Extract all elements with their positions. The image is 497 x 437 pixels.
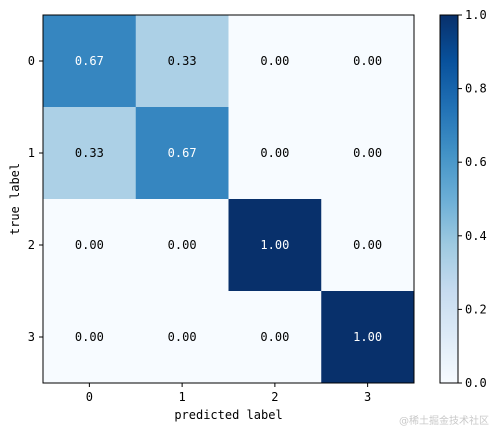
y-axis-ticks: 0 1 2 3 [28, 54, 43, 344]
heatmap-cell [43, 291, 137, 384]
heatmap-cell-labels: 0.67 0.33 0.00 0.00 0.33 0.67 0.00 0.00 0.00 0.00… [75, 54, 382, 344]
heatmap-cell [135, 291, 229, 384]
colorbar-tick-label: 1.0 [465, 8, 487, 22]
heatmap-cell-label: 0.00 [260, 146, 289, 160]
heatmap-cell [43, 107, 137, 200]
x-tick-label: 0 [86, 390, 93, 404]
heatmap-cell [43, 199, 137, 292]
heatmap-cell [321, 15, 415, 108]
heatmap-cell [43, 15, 137, 108]
x-tick-label: 2 [271, 390, 278, 404]
heatmap-cell-label: 0.33 [75, 146, 104, 160]
heatmap-cell-label: 0.00 [260, 330, 289, 344]
y-tick-label: 2 [28, 238, 35, 252]
heatmap-cell-label: 0.00 [168, 330, 197, 344]
heatmap-cell-label: 0.33 [168, 54, 197, 68]
heatmap-cell [135, 15, 229, 108]
heatmap-cell [321, 107, 415, 200]
heatmap-cell [228, 15, 322, 108]
heatmap-cell-label: 0.67 [75, 54, 104, 68]
y-tick-label: 3 [28, 330, 35, 344]
plot-frame [42, 14, 415, 384]
heatmap-cell-label: 0.00 [168, 238, 197, 252]
heatmap-cell [228, 291, 322, 384]
heatmap-cell [321, 199, 415, 292]
y-tick-label: 1 [28, 146, 35, 160]
heatmap-cell [135, 107, 229, 200]
colorbar-ticks: 0.0 0.2 0.4 0.6 0.8 1.0 [458, 8, 487, 390]
heatmap-cells [43, 15, 415, 384]
heatmap-cell-label: 1.00 [260, 238, 289, 252]
watermark: @稀土掘金技术社区 [399, 416, 489, 427]
colorbar-tick-label: 0.8 [465, 82, 487, 96]
y-tick-label: 0 [28, 54, 35, 68]
heatmap-cell [228, 199, 322, 292]
colorbar [439, 14, 459, 384]
colorbar-tick-label: 0.6 [465, 155, 487, 169]
heatmap-cell-label: 0.00 [75, 238, 104, 252]
colorbar-tick-label: 0.0 [465, 376, 487, 390]
heatmap-cell-label: 1.00 [353, 330, 382, 344]
heatmap-cell [135, 199, 229, 292]
x-tick-label: 1 [179, 390, 186, 404]
colorbar-tick-label: 0.4 [465, 229, 487, 243]
heatmap-cell-label: 0.00 [260, 54, 289, 68]
heatmap-cell-label: 0.00 [353, 54, 382, 68]
x-axis-label: predicted label [174, 408, 282, 422]
heatmap-cell [228, 107, 322, 200]
heatmap-cell-label: 0.00 [75, 330, 104, 344]
heatmap-cell-label: 0.00 [353, 238, 382, 252]
heatmap-cell-label: 0.00 [353, 146, 382, 160]
heatmap-cell-label: 0.67 [168, 146, 197, 160]
x-tick-label: 3 [364, 390, 371, 404]
heatmap-cell [321, 291, 415, 384]
y-axis-label: true label [8, 163, 22, 235]
x-axis-ticks: 0 1 2 3 [86, 383, 371, 404]
colorbar-tick-label: 0.2 [465, 302, 487, 316]
